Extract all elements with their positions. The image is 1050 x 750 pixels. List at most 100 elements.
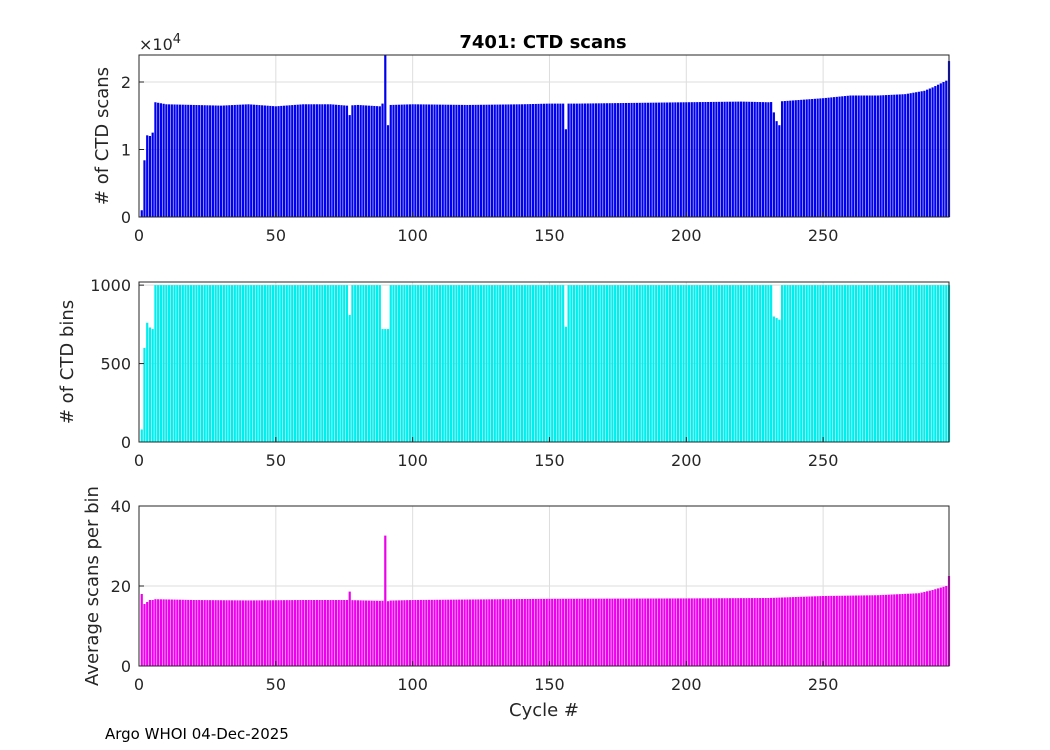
- x-tick-label: 100: [397, 226, 428, 245]
- bar-cycle-98: [406, 104, 409, 217]
- bar-cycle-185: [644, 285, 647, 442]
- bar-cycle-178: [625, 285, 628, 442]
- bar-cycle-115: [452, 104, 455, 217]
- bar-cycle-181: [633, 285, 636, 442]
- bar-cycle-59: [299, 285, 302, 442]
- bar-cycle-105: [425, 285, 428, 442]
- bar-cycle-150: [548, 598, 551, 666]
- bar-cycle-12: [170, 599, 173, 666]
- bar-cycle-274: [887, 285, 890, 442]
- bar-cycle-255: [835, 595, 838, 666]
- bar-cycle-57: [293, 104, 297, 217]
- bar-cycle-74: [340, 285, 343, 442]
- bar-cycle-198: [679, 598, 682, 666]
- bar-cycle-174: [614, 598, 617, 666]
- bar-cycle-247: [813, 285, 817, 442]
- bar-cycle-107: [430, 285, 433, 442]
- bar-cycle-227: [759, 598, 762, 666]
- bar-cycle-36: [236, 104, 239, 217]
- bar-cycle-228: [761, 102, 765, 217]
- bar-cycle-92: [389, 104, 392, 217]
- bar-cycle-171: [605, 285, 609, 442]
- bar-cycle-252: [827, 285, 830, 442]
- bar-cycle-260: [849, 595, 852, 666]
- bar-cycle-25: [206, 285, 209, 442]
- bar-cycle-167: [594, 285, 598, 442]
- bar-cycle-70: [329, 104, 332, 217]
- bar-cycle-5: [151, 329, 154, 442]
- bar-cycle-166: [592, 285, 595, 442]
- bar-cycle-255: [835, 96, 838, 217]
- bar-cycle-235: [780, 597, 784, 666]
- bar-cycle-39: [244, 104, 247, 217]
- bar-cycle-50: [274, 106, 277, 217]
- bar-cycle-18: [187, 285, 190, 442]
- bar-cycle-222: [745, 598, 748, 666]
- bar-cycle-186: [646, 285, 650, 442]
- bar-cycle-53: [282, 105, 286, 217]
- bar-cycle-229: [764, 285, 767, 442]
- bar-cycle-72: [334, 600, 338, 666]
- bar-cycle-96: [400, 600, 403, 666]
- bar-cycle-205: [698, 102, 702, 217]
- bar-cycle-280: [904, 285, 907, 442]
- bar-cycle-189: [655, 285, 658, 442]
- bar-cycle-145: [534, 103, 537, 217]
- bar-cycle-25: [206, 105, 209, 217]
- bar-cycle-4: [148, 327, 152, 442]
- bar-cycle-13: [173, 285, 176, 442]
- bar-cycle-237: [786, 100, 789, 217]
- bar-cycle-178: [625, 102, 628, 217]
- bar-cycle-85: [370, 285, 373, 442]
- bar-cycle-241: [797, 596, 800, 666]
- bar-cycle-185: [644, 598, 647, 666]
- bar-cycle-290: [931, 285, 934, 442]
- bar-cycle-257: [841, 595, 844, 666]
- bar-cycle-199: [682, 102, 685, 217]
- bar-cycle-294: [942, 285, 945, 442]
- bar-cycle-186: [646, 598, 650, 666]
- bar-cycle-207: [704, 598, 707, 666]
- bar-cycle-108: [433, 599, 436, 666]
- bar-cycle-162: [581, 598, 584, 666]
- bar-cycle-252: [827, 595, 830, 666]
- bar-cycle-45: [261, 285, 264, 442]
- bar-cycle-95: [397, 600, 401, 666]
- bar-cycle-180: [630, 598, 633, 666]
- bar-cycle-202: [690, 102, 693, 217]
- bar-cycle-81: [359, 600, 362, 666]
- bar-cycle-277: [895, 94, 899, 217]
- bar-cycle-63: [310, 104, 313, 217]
- bar-cycle-173: [611, 598, 614, 666]
- bar-cycle-150: [548, 285, 551, 442]
- bar-cycle-135: [507, 104, 510, 217]
- bar-cycle-253: [830, 97, 833, 217]
- bar-cycle-251: [824, 97, 827, 217]
- bar-cycle-64: [313, 285, 316, 442]
- bar-cycle-285: [917, 593, 920, 666]
- axes-box: [138, 54, 950, 218]
- bar-cycle-261: [852, 595, 855, 666]
- bar-cycle-219: [737, 598, 740, 666]
- bar-cycle-37: [239, 104, 242, 217]
- bar-cycle-284: [915, 285, 918, 442]
- bar-cycle-68: [323, 600, 327, 666]
- bar-cycle-219: [737, 285, 740, 442]
- bar-cycle-90: [384, 55, 387, 217]
- bar-cycle-5: [151, 132, 154, 218]
- bar-cycle-54: [285, 285, 288, 442]
- bar-cycle-234: [778, 597, 781, 666]
- bar-cycle-213: [720, 285, 723, 442]
- bar-cycle-269: [874, 95, 877, 217]
- bar-cycle-266: [865, 595, 868, 666]
- bar-cycle-245: [808, 99, 811, 217]
- bar-cycle-161: [578, 103, 581, 217]
- bar-cycle-262: [854, 595, 858, 666]
- bar-cycle-191: [660, 285, 663, 442]
- bar-cycle-142: [526, 104, 529, 217]
- bar-cycle-74: [340, 600, 343, 666]
- bar-cycle-203: [693, 285, 696, 442]
- bar-cycle-293: [939, 83, 942, 217]
- bar-cycle-253: [830, 595, 833, 666]
- bar-cycle-29: [217, 285, 220, 442]
